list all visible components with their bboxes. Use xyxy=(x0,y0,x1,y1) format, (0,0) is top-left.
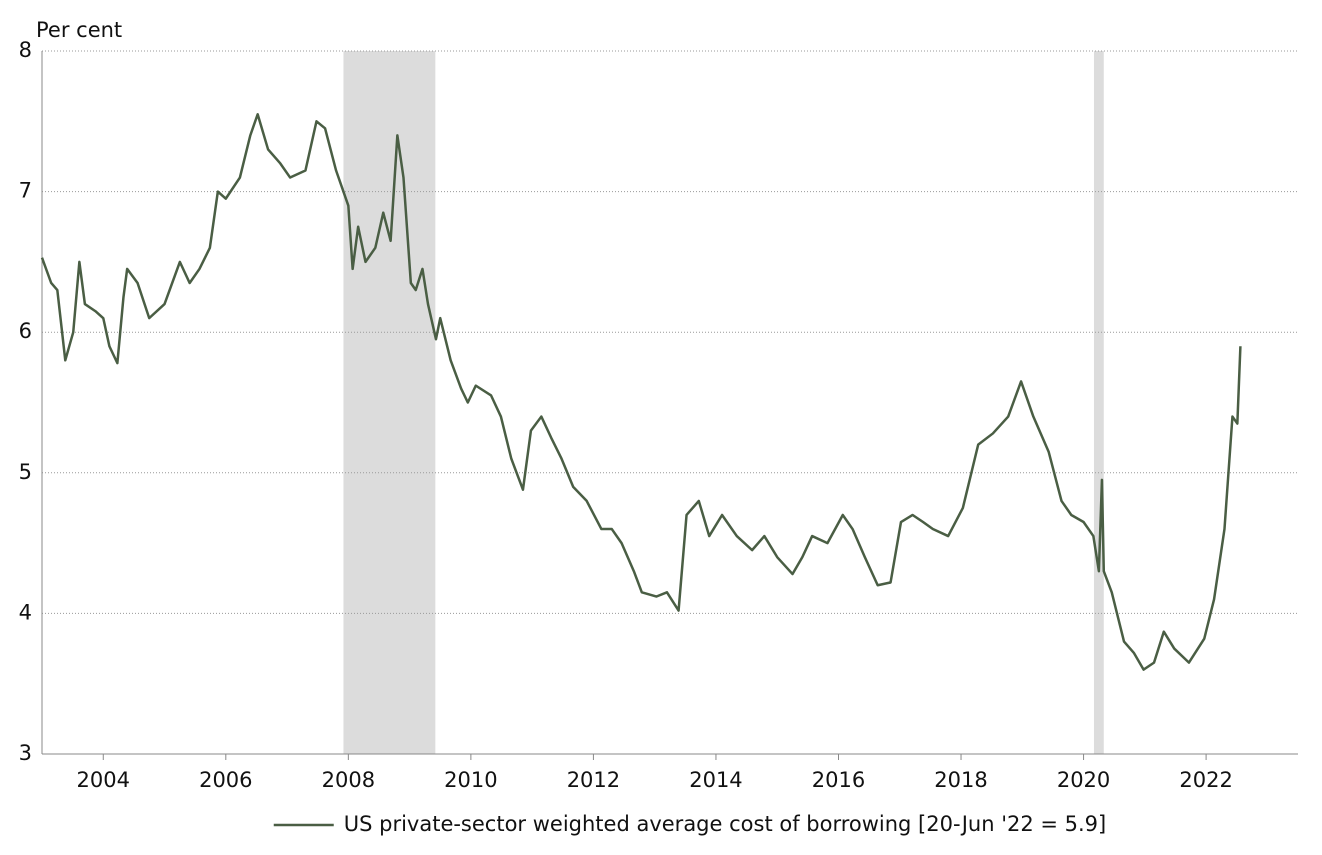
y-axis-unit: Per cent xyxy=(36,18,122,42)
y-tick-label: 4 xyxy=(19,600,32,624)
y-tick-label: 7 xyxy=(19,179,32,203)
recession-band xyxy=(1093,51,1104,754)
x-tick-label: 2014 xyxy=(689,768,742,792)
recession-band xyxy=(343,51,436,754)
data-line xyxy=(40,113,1242,671)
x-tick-label: 2018 xyxy=(934,768,987,792)
x-tick-label: 2010 xyxy=(444,768,497,792)
legend-label: US private-sector weighted average cost … xyxy=(344,812,1107,836)
x-tick-label: 2004 xyxy=(77,768,130,792)
x-tick-label: 2022 xyxy=(1179,768,1232,792)
y-tick-label: 3 xyxy=(19,741,32,765)
y-tick-label: 5 xyxy=(19,460,32,484)
y-tick-label: 6 xyxy=(19,319,32,343)
y-tick-label: 8 xyxy=(19,38,32,62)
x-tick-label: 2012 xyxy=(567,768,620,792)
x-tick-label: 2008 xyxy=(322,768,375,792)
x-tick-label: 2016 xyxy=(812,768,865,792)
x-tick-label: 2020 xyxy=(1057,768,1110,792)
x-tick-label: 2006 xyxy=(199,768,252,792)
